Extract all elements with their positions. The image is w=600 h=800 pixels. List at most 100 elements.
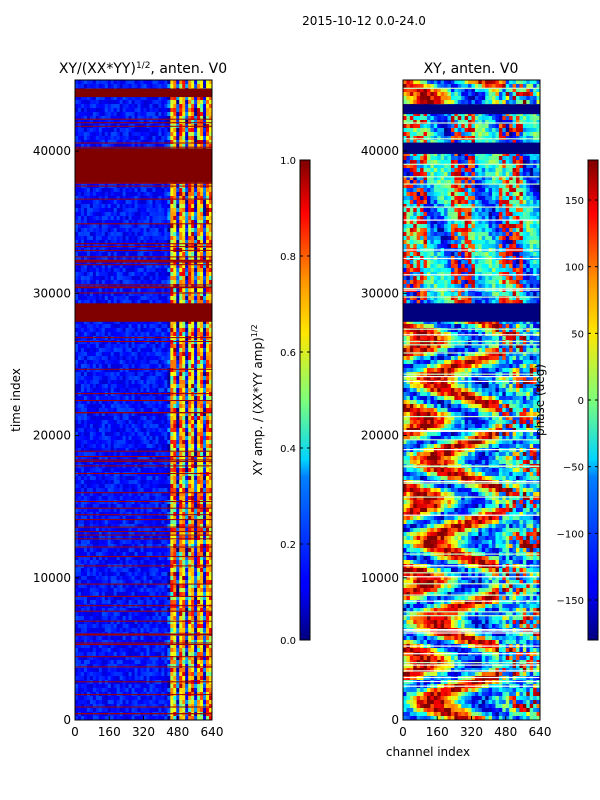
heatmap-cell: [176, 480, 179, 484]
heatmap-cell: [197, 376, 200, 380]
heatmap-cell: [81, 100, 84, 104]
heatmap-cell: [126, 212, 129, 216]
heatmap-cell: [138, 408, 141, 412]
heatmap-cell: [197, 128, 200, 132]
heatmap-cell: [102, 84, 105, 88]
heatmap-cell: [200, 364, 203, 368]
heatmap-cell: [81, 496, 84, 500]
heatmap-cell: [117, 488, 120, 492]
heatmap-cell: [120, 188, 123, 192]
heatmap-cell: [132, 372, 135, 376]
heatmap-cell: [152, 216, 155, 220]
heatmap-cell: [138, 432, 141, 436]
heatmap-cell: [129, 204, 132, 208]
heatmap-cell: [138, 468, 141, 472]
heatmap-cell: [90, 236, 93, 240]
heatmap-cell: [93, 196, 96, 200]
heatmap-cell: [191, 208, 194, 212]
heatmap-cell: [144, 200, 147, 204]
heatmap-cell: [105, 388, 108, 392]
heatmap-cell: [87, 276, 90, 280]
heatmap-cell: [126, 280, 129, 284]
heatmap-cell: [96, 476, 99, 480]
heatmap-cell: [87, 216, 90, 220]
heatmap-cell: [146, 380, 149, 384]
heatmap-cell: [108, 348, 111, 352]
heatmap-cell: [114, 344, 117, 348]
heatmap-cell: [158, 476, 161, 480]
heatmap-cell: [176, 328, 179, 332]
heatmap-cell: [194, 108, 197, 112]
heatmap-cell: [105, 472, 108, 476]
heatmap-cell: [173, 472, 176, 476]
heatmap-cell: [135, 428, 138, 432]
heatmap-cell: [105, 216, 108, 220]
heatmap-cell: [105, 232, 108, 236]
heatmap-cell: [158, 296, 161, 300]
heatmap-cell: [120, 344, 123, 348]
heatmap-cell: [105, 268, 108, 272]
heatmap-cell: [188, 212, 191, 216]
heatmap-cell: [105, 432, 108, 436]
heatmap-cell: [120, 204, 123, 208]
heatmap-cell: [200, 276, 203, 280]
heatmap-cell: [164, 372, 167, 376]
heatmap-cell: [78, 356, 81, 360]
heatmap-cell: [161, 484, 164, 488]
heatmap-cell: [108, 268, 111, 272]
heatmap-cell: [191, 112, 194, 116]
heatmap-cell: [152, 204, 155, 208]
heatmap-cell: [164, 204, 167, 208]
heatmap-cell: [149, 468, 152, 472]
heatmap-cell: [197, 404, 200, 408]
heatmap-cell: [144, 332, 147, 336]
heatmap-cell: [87, 100, 90, 104]
heatmap-cell: [102, 104, 105, 108]
heatmap-cell: [188, 268, 191, 272]
heatmap-cell: [132, 288, 135, 292]
heatmap-cell: [126, 336, 129, 340]
heatmap-cell: [197, 420, 200, 424]
heatmap-cell: [188, 112, 191, 116]
heatmap-cell: [194, 236, 197, 240]
heatmap-cell: [146, 276, 149, 280]
heatmap-cell: [90, 444, 93, 448]
heatmap-cell: [173, 280, 176, 284]
heatmap-cell: [138, 376, 141, 380]
heatmap-cell: [191, 500, 194, 504]
heatmap-cell: [155, 268, 158, 272]
heatmap-cell: [170, 488, 173, 492]
heatmap-cell: [155, 488, 158, 492]
heatmap-cell: [135, 188, 138, 192]
heatmap-cell: [99, 108, 102, 112]
heatmap-cell: [161, 440, 164, 444]
heatmap-cell: [117, 80, 120, 84]
heatmap-cell: [194, 356, 197, 360]
heatmap-cell: [206, 416, 209, 420]
heatmap-cell: [203, 384, 206, 388]
heatmap-cell: [87, 360, 90, 364]
heatmap-cell: [129, 384, 132, 388]
heatmap-cell: [194, 200, 197, 204]
heatmap-cell: [167, 344, 170, 348]
heatmap-cell: [197, 272, 200, 276]
heatmap-cell: [200, 480, 203, 484]
heatmap-cell: [129, 408, 132, 412]
heatmap-cell: [179, 336, 182, 340]
heatmap-cell: [135, 416, 138, 420]
heatmap-cell: [126, 120, 129, 124]
heatmap-cell: [167, 332, 170, 336]
heatmap-cell: [87, 500, 90, 504]
heatmap-cell: [108, 212, 111, 216]
heatmap-cell: [197, 428, 200, 432]
heatmap-cell: [179, 500, 182, 504]
heatmap-cell: [135, 128, 138, 132]
heatmap-cell: [93, 420, 96, 424]
heatmap-cell: [129, 388, 132, 392]
heatmap-cell: [170, 496, 173, 500]
heatmap-cell: [182, 436, 185, 440]
heatmap-cell: [188, 340, 191, 344]
heatmap-cell: [114, 364, 117, 368]
heatmap-cell: [206, 396, 209, 400]
heatmap-cell: [173, 268, 176, 272]
